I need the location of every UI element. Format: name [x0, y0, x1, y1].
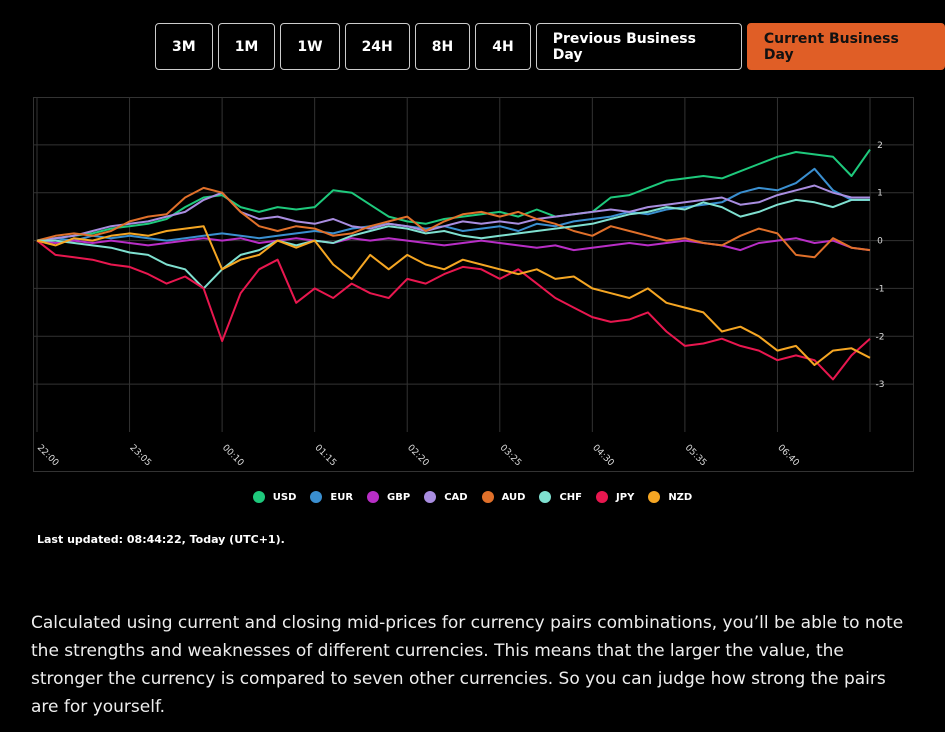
- y-tick-label: -2: [876, 332, 885, 342]
- range-buttons: 3M 1M 1W 24H 8H 4H Previous Business Day Curren…: [155, 23, 945, 70]
- legend-label: CAD: [444, 491, 468, 503]
- chart: -3 -2 -1 0 1 2 22:00 23:05 00:10 01:15 02:20 03:25 0…: [33, 97, 914, 472]
- x-tick-label: 04:30: [590, 443, 616, 469]
- x-tick-label: 05:35: [683, 443, 708, 468]
- range-button[interactable]: 1W: [280, 23, 340, 70]
- y-tick-label: -3: [876, 380, 885, 390]
- x-tick-label: 00:10: [220, 443, 246, 469]
- legend-label: NZD: [668, 491, 693, 503]
- legend-swatch: [539, 491, 552, 503]
- legend-item[interactable]: JPY: [596, 491, 634, 503]
- legend-label: GBP: [387, 491, 411, 503]
- legend-label: EUR: [330, 491, 354, 503]
- range-button[interactable]: 3M: [155, 23, 213, 70]
- series-line: [36, 186, 871, 259]
- x-tick-label: 01:15: [313, 443, 338, 468]
- series-line: [36, 167, 870, 242]
- legend-swatch: [648, 491, 661, 503]
- legend-label: USD: [272, 491, 297, 503]
- legend-item[interactable]: AUD: [481, 491, 526, 503]
- legend-swatch: [252, 491, 265, 503]
- legend-item[interactable]: GBP: [367, 491, 410, 503]
- legend-label: AUD: [501, 491, 526, 503]
- legend-item[interactable]: USD: [252, 491, 297, 503]
- range-button[interactable]: 1M: [217, 23, 276, 70]
- series-line: [36, 184, 870, 242]
- x-tick-label: 06:40: [775, 443, 801, 469]
- x-tick-label: 03:25: [498, 443, 523, 468]
- legend-item[interactable]: CHF: [539, 491, 582, 503]
- x-tick-label: 22:00: [35, 443, 61, 469]
- y-tick-label: 2: [877, 141, 883, 151]
- range-button[interactable]: 4H: [475, 23, 531, 70]
- legend-item[interactable]: CAD: [424, 491, 468, 503]
- legend-swatch: [424, 491, 437, 503]
- y-tick-label: 0: [877, 237, 883, 247]
- y-tick-label: 1: [877, 189, 883, 199]
- legend: USD EUR GBP CAD AUD CHF JPY NZD: [0, 491, 945, 503]
- last-updated: Last updated: 08:44:22, Today (UTC+1).: [37, 533, 285, 546]
- series-line: [37, 198, 870, 290]
- range-button[interactable]: Previous Business Day: [535, 23, 742, 70]
- legend-item[interactable]: NZD: [648, 491, 692, 503]
- description: Calculated using current and closing mid…: [31, 613, 904, 717]
- x-tick-label: 23:05: [127, 443, 152, 468]
- legend-item[interactable]: EUR: [310, 491, 353, 503]
- chart-frame: [33, 97, 914, 472]
- series-line: [36, 149, 871, 242]
- x-tick-label: 02:20: [405, 443, 431, 469]
- range-button[interactable]: 8H: [414, 23, 471, 70]
- series-line: [36, 239, 871, 381]
- legend-label: JPY: [616, 491, 635, 503]
- range-button[interactable]: 24H: [344, 23, 410, 70]
- series-line: [36, 237, 871, 252]
- legend-swatch: [310, 491, 323, 503]
- series-line: [36, 225, 871, 366]
- y-tick-label: -1: [876, 284, 885, 294]
- range-button[interactable]: Current Business Day: [746, 23, 945, 70]
- legend-label: CHF: [559, 491, 583, 503]
- legend-swatch: [481, 491, 494, 503]
- legend-swatch: [367, 491, 380, 503]
- legend-swatch: [596, 491, 609, 503]
